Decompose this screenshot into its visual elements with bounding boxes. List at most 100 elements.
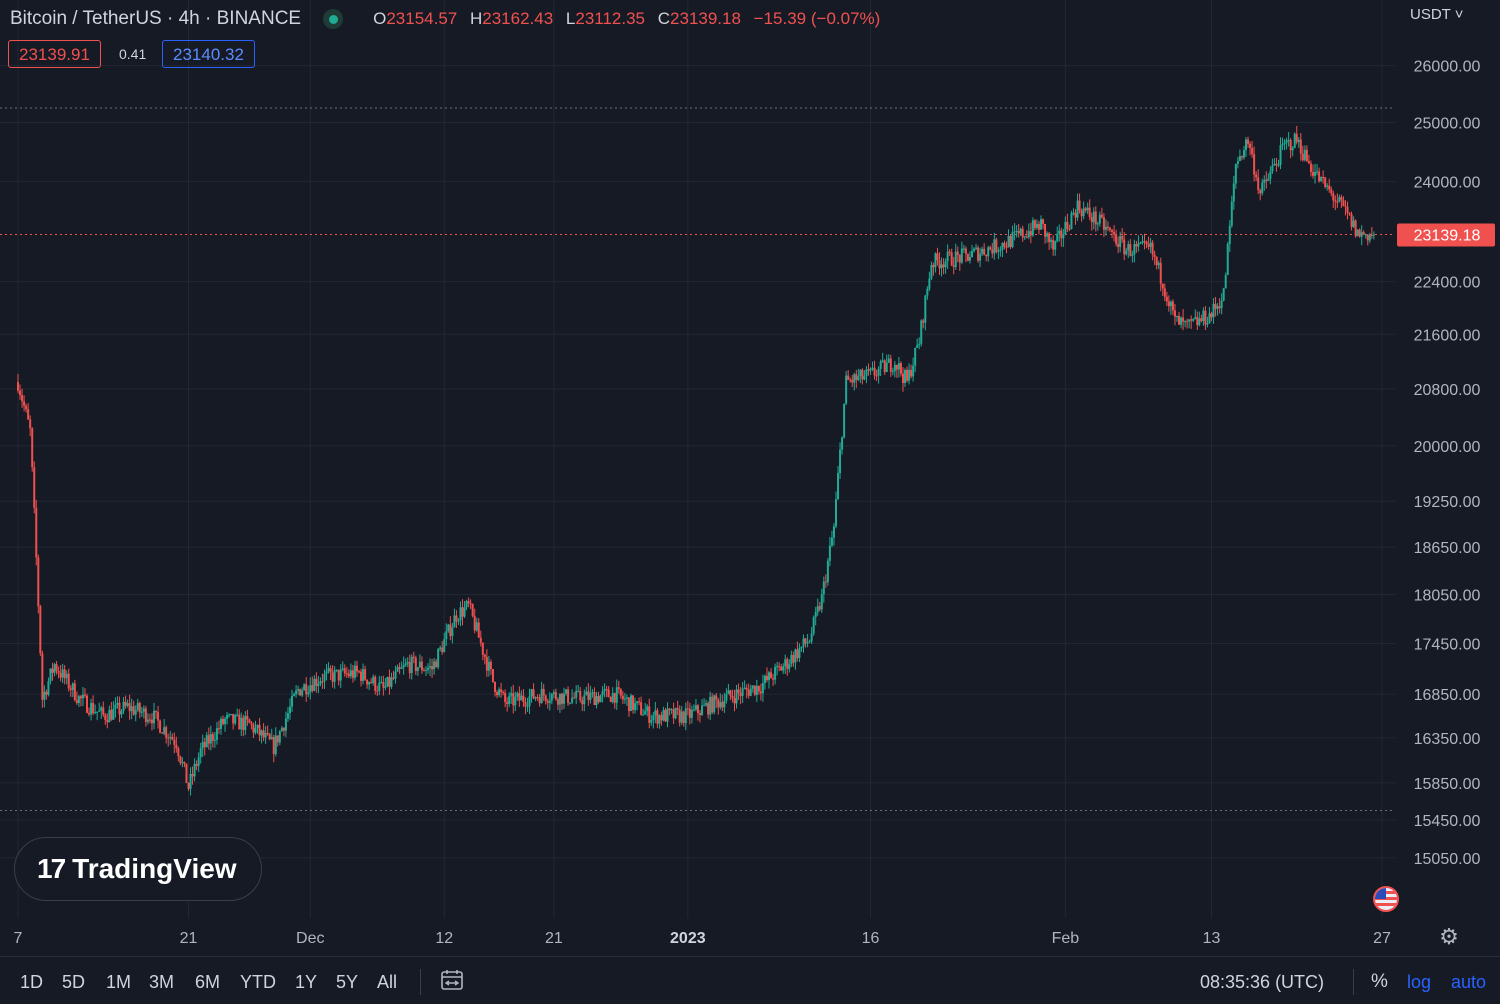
candle-body	[1259, 190, 1262, 194]
range-1y[interactable]: 1Y	[295, 972, 318, 992]
log-scale-toggle[interactable]: log	[1407, 972, 1432, 992]
range-3m[interactable]: 3M	[149, 972, 175, 992]
candle-body	[1208, 313, 1211, 324]
candle-body	[970, 251, 973, 258]
candle-body	[1214, 303, 1217, 309]
candle-body	[1062, 234, 1065, 239]
candle-body	[518, 693, 521, 701]
x-tick-label: 21	[180, 930, 198, 947]
candle-body	[634, 703, 637, 710]
candle-body	[1265, 179, 1268, 181]
candle-body	[1100, 214, 1103, 218]
candle-body	[1267, 178, 1270, 181]
candle-body	[504, 692, 507, 702]
candle-body	[303, 684, 306, 691]
symbol-title[interactable]: Bitcoin / TetherUS · 4h · BINANCE	[10, 8, 302, 29]
candle-body	[814, 612, 817, 618]
y-tick-label: 15050.00	[1414, 851, 1481, 868]
candle-body	[1070, 212, 1073, 230]
candle-body	[268, 734, 271, 740]
candle-body	[1137, 243, 1140, 247]
candle-body	[796, 649, 799, 658]
currency-selector[interactable]: USDT ˅	[1410, 6, 1464, 23]
auto-scale-toggle[interactable]: auto	[1451, 972, 1487, 992]
candle-body	[1275, 163, 1278, 166]
candle-body	[1159, 262, 1162, 284]
candle-body	[414, 657, 417, 672]
candle-body	[761, 683, 764, 694]
candle-body	[966, 253, 969, 261]
candle-body	[1078, 200, 1081, 211]
candle-body	[288, 706, 291, 714]
candle-body	[181, 762, 184, 764]
candle-body	[893, 364, 896, 372]
candle-body	[65, 673, 68, 679]
candle-body	[394, 671, 397, 679]
candle-body	[118, 702, 121, 715]
candle-body	[871, 367, 874, 369]
candle-body	[406, 662, 409, 664]
us-flag-icon[interactable]	[1373, 886, 1399, 912]
candle-body	[554, 692, 557, 700]
candle-body	[1320, 176, 1323, 182]
candle-body	[682, 711, 685, 724]
candle-body	[1076, 200, 1079, 218]
buy-button[interactable]: 23140.32	[162, 40, 255, 68]
candle-body	[514, 696, 517, 706]
candle-body	[804, 638, 807, 644]
sell-button[interactable]: 23139.91	[8, 40, 101, 68]
range-5d[interactable]: 5D	[62, 972, 86, 992]
candle-body	[1324, 177, 1327, 187]
candle-body	[1074, 212, 1077, 218]
candle-body	[483, 654, 486, 658]
candle-body	[1042, 219, 1045, 224]
candle-body	[1210, 313, 1213, 318]
candle-body	[272, 737, 275, 755]
candle-body	[950, 252, 953, 266]
range-1m[interactable]: 1M	[106, 972, 132, 992]
candle-body	[668, 708, 671, 711]
gear-icon[interactable]: ⚙	[1439, 924, 1459, 949]
candle-body	[333, 670, 336, 682]
candle-body	[297, 689, 300, 691]
candle-body	[433, 661, 436, 670]
candle-body	[788, 664, 791, 669]
range-1d[interactable]: 1D	[20, 972, 44, 992]
candle-body	[92, 702, 95, 714]
utc-clock[interactable]: 08:35:36 (UTC)	[1200, 972, 1325, 992]
candle-body	[964, 248, 967, 254]
calendar-range-icon[interactable]	[440, 969, 464, 991]
candle-body	[885, 362, 888, 372]
candle-body	[790, 655, 793, 665]
percent-scale-toggle[interactable]: %	[1371, 971, 1388, 992]
candle-body	[725, 694, 728, 701]
candle-body	[427, 667, 430, 670]
range-5y[interactable]: 5Y	[336, 972, 359, 992]
candle-body	[230, 714, 233, 716]
tradingview-logo[interactable]: 17 TradingView	[14, 837, 262, 901]
candle-body	[1175, 315, 1178, 317]
range-6m[interactable]: 6M	[195, 972, 221, 992]
candle-body	[532, 689, 535, 699]
candle-body	[410, 656, 413, 674]
candle-body	[1204, 310, 1207, 325]
candle-body	[1131, 254, 1134, 256]
candle-body	[1068, 228, 1071, 230]
range-ytd[interactable]: YTD	[240, 972, 276, 992]
candle-body	[165, 727, 168, 738]
candle-body	[1226, 244, 1229, 276]
candle-body	[485, 657, 488, 671]
candle-body	[942, 264, 945, 268]
candle-body	[1054, 241, 1057, 250]
candle-body	[498, 689, 501, 696]
candle-body	[676, 708, 679, 710]
candle-body	[843, 403, 846, 438]
candle-body	[770, 672, 773, 679]
candle-body	[741, 688, 744, 696]
candle-body	[920, 320, 923, 344]
candle-body	[1249, 143, 1252, 148]
y-tick-label: 17450.00	[1414, 636, 1481, 653]
candle-body	[1326, 185, 1329, 187]
range-all[interactable]: All	[377, 972, 398, 992]
